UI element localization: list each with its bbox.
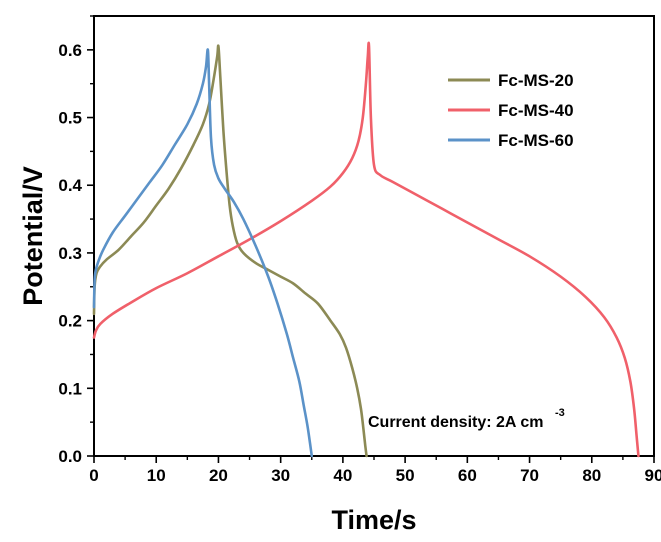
y-axis-title: Potential/V <box>18 166 48 306</box>
y-tick-label: 0.6 <box>58 41 82 60</box>
legend-label-fc-ms-20: Fc-MS-20 <box>498 71 574 90</box>
x-tick-label: 0 <box>89 466 98 485</box>
legend-label-fc-ms-60: Fc-MS-60 <box>498 131 574 150</box>
x-tick-label: 50 <box>396 466 415 485</box>
series-line-fc-ms-60 <box>92 48 314 458</box>
y-tick-label: 0.5 <box>58 109 82 128</box>
annotation-text: Current density: 2A cm <box>368 414 543 431</box>
y-tick-label: 0.2 <box>58 312 82 331</box>
y-tick-label: 0.3 <box>58 244 82 263</box>
x-tick-label: 60 <box>458 466 477 485</box>
x-tick-label: 20 <box>209 466 228 485</box>
series-line-fc-ms-40 <box>92 41 640 458</box>
x-tick-label: 80 <box>582 466 601 485</box>
axis-tick-labels: 0 10 20 30 40 50 60 70 80 90 0.0 0.1 0.2 0.3 0.4 0.5 0.6 <box>58 41 661 485</box>
y-tick-label: 0.1 <box>58 379 82 398</box>
annotation-superscript: -3 <box>555 407 565 419</box>
legend-label-fc-ms-40: Fc-MS-40 <box>498 101 574 120</box>
y-tick-label: 0.0 <box>58 447 82 466</box>
x-tick-label: 70 <box>520 466 539 485</box>
x-axis-title: Time/s <box>331 505 416 535</box>
axis-ticks <box>87 15 655 463</box>
x-tick-label: 10 <box>147 466 166 485</box>
x-tick-label: 30 <box>271 466 290 485</box>
series-lines <box>92 41 640 458</box>
x-tick-label: 90 <box>645 466 661 485</box>
current-density-annotation: Current density: 2A cm -3 <box>368 407 565 431</box>
series-line-fc-ms-20 <box>92 44 368 458</box>
x-tick-label: 40 <box>333 466 352 485</box>
y-tick-label: 0.4 <box>58 176 82 195</box>
legend: Fc-MS-20 Fc-MS-40 Fc-MS-60 <box>448 71 574 150</box>
